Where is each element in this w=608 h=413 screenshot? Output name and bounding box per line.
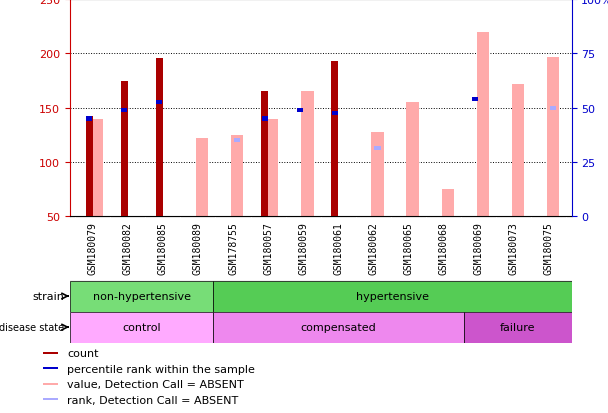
Bar [213, 312, 464, 343]
Bar [43, 383, 58, 385]
Bar [371, 132, 384, 217]
Bar [375, 146, 381, 151]
Bar [441, 190, 454, 217]
Text: disease state: disease state [0, 322, 64, 332]
Text: GSM180085: GSM180085 [158, 222, 168, 275]
Bar [512, 85, 524, 217]
Text: GSM180059: GSM180059 [298, 222, 308, 275]
Bar [261, 117, 268, 121]
Bar [297, 109, 303, 113]
Bar [70, 312, 213, 343]
Bar [196, 139, 209, 217]
Text: control: control [122, 322, 161, 332]
Text: count: count [67, 348, 98, 358]
Bar [301, 92, 314, 217]
Bar [332, 112, 338, 116]
Bar [477, 33, 489, 217]
Bar [213, 281, 572, 312]
Text: GSM178755: GSM178755 [228, 222, 238, 275]
Bar [70, 281, 213, 312]
Bar [234, 139, 240, 143]
Bar [156, 59, 163, 217]
Text: value, Detection Call = ABSENT: value, Detection Call = ABSENT [67, 379, 244, 389]
Text: GSM180082: GSM180082 [123, 222, 133, 275]
Bar [43, 368, 58, 369]
Bar [464, 312, 572, 343]
Text: non-hypertensive: non-hypertensive [92, 291, 190, 301]
Text: GSM180068: GSM180068 [438, 222, 449, 275]
Text: GSM180075: GSM180075 [544, 222, 554, 275]
Text: GSM180062: GSM180062 [368, 222, 378, 275]
Text: percentile rank within the sample: percentile rank within the sample [67, 364, 255, 374]
Bar [86, 117, 93, 217]
Text: GSM180065: GSM180065 [404, 222, 413, 275]
Bar [231, 135, 243, 217]
Text: GSM180089: GSM180089 [193, 222, 203, 275]
Text: compensated: compensated [301, 322, 376, 332]
Bar [43, 352, 58, 354]
Bar [261, 92, 268, 217]
Bar [43, 398, 58, 400]
Bar [266, 119, 278, 217]
Bar [86, 117, 92, 121]
Text: GSM180069: GSM180069 [474, 222, 483, 275]
Bar [550, 106, 556, 111]
Bar [547, 57, 559, 217]
Text: GSM180061: GSM180061 [333, 222, 344, 275]
Bar [120, 81, 128, 217]
Bar [121, 109, 127, 113]
Text: hypertensive: hypertensive [356, 291, 429, 301]
Text: rank, Detection Call = ABSENT: rank, Detection Call = ABSENT [67, 395, 238, 405]
Text: failure: failure [500, 322, 536, 332]
Bar [472, 97, 478, 102]
Text: strain: strain [32, 291, 64, 301]
Text: GSM180057: GSM180057 [263, 222, 273, 275]
Text: GSM180073: GSM180073 [509, 222, 519, 275]
Bar [156, 101, 162, 105]
Bar [407, 103, 419, 217]
Bar [331, 62, 339, 217]
Text: GSM180079: GSM180079 [88, 222, 98, 275]
Bar [91, 119, 103, 217]
